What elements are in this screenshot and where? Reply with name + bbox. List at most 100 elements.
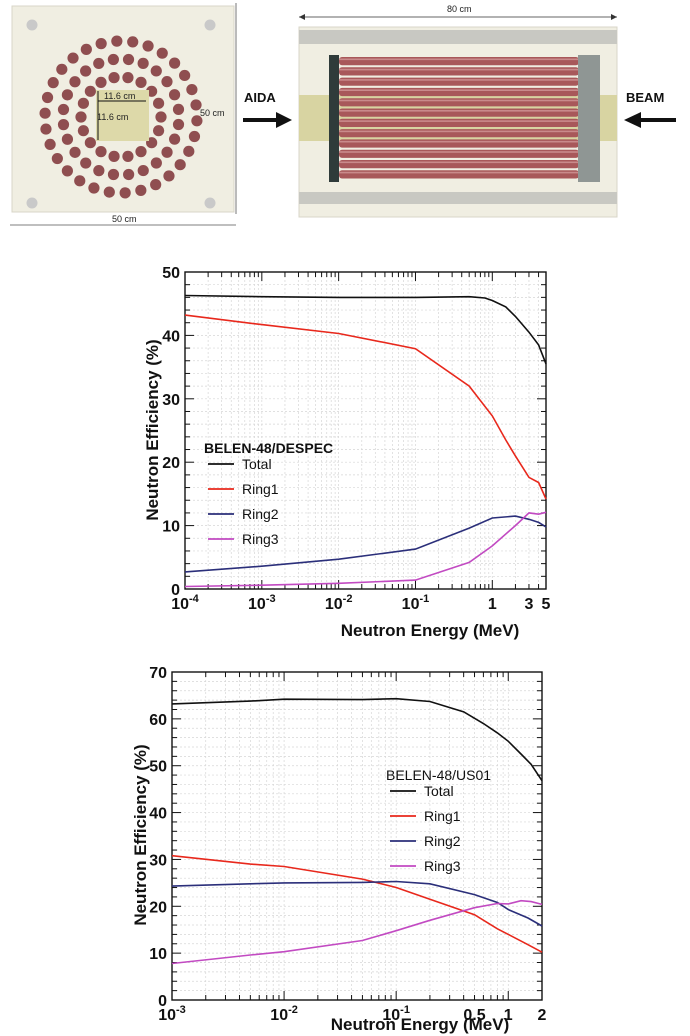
plot-area	[185, 272, 546, 589]
counter-tube	[108, 150, 120, 162]
counter-tube	[108, 72, 120, 84]
chart2-xlabel: Neutron Energy (MeV)	[331, 1015, 510, 1034]
side-tube-highlight	[339, 130, 579, 133]
counter-tube	[57, 119, 70, 131]
counter-tube	[103, 186, 115, 198]
side-tube-highlight	[339, 99, 579, 102]
counter-tube	[95, 38, 107, 50]
chart1-ylabel: Neutron Efficiency (%)	[143, 339, 162, 520]
counter-tube	[161, 76, 173, 88]
y-tick-label: 10	[162, 519, 180, 536]
y-tick-label: 10	[149, 946, 167, 963]
counter-tube	[61, 133, 74, 145]
counter-tube	[75, 111, 87, 123]
beam-arrow-group: BEAM	[624, 90, 676, 128]
corner-hole	[26, 19, 38, 31]
counter-tube	[156, 47, 168, 59]
tube-end-left	[329, 55, 339, 182]
outer-side-label: 50 cm	[200, 108, 225, 118]
chart-despec: 0 10 20 30 40 50 10-4 10-3 10-2 10-1 1 3 5 Total Ring1…	[162, 265, 550, 613]
side-tube-highlight	[339, 110, 579, 112]
counter-tube	[80, 43, 92, 55]
counter-tube	[172, 103, 185, 115]
side-tube-highlight	[339, 58, 579, 61]
side-tube-highlight	[339, 120, 579, 122]
x-tick-label: 1	[488, 596, 497, 613]
x-tick-label: 10-4	[171, 593, 199, 613]
side-tube-highlight	[339, 140, 579, 143]
counter-tube	[67, 52, 79, 64]
x-tick-label: 10-3	[158, 1004, 186, 1024]
series-line-ring1	[184, 314, 547, 500]
counter-tube	[172, 118, 185, 131]
counter-tube	[88, 182, 100, 194]
counter-tube	[150, 157, 162, 169]
counter-tube	[150, 179, 162, 191]
counter-tube	[152, 97, 165, 109]
counter-tubes	[39, 35, 203, 199]
legend-label: Ring1	[242, 481, 279, 497]
counter-tube	[123, 168, 135, 181]
counter-tube	[135, 76, 147, 88]
counter-tube	[44, 138, 56, 151]
central-cavity	[96, 90, 149, 141]
side-tubes	[339, 57, 579, 179]
counter-tube	[119, 187, 131, 199]
y-tick-label: 50	[162, 265, 180, 282]
beam-arrow-head	[624, 112, 641, 128]
length-arrow-right	[611, 14, 617, 20]
side-tube	[339, 57, 579, 66]
side-tube	[339, 87, 579, 97]
counter-tube	[127, 36, 139, 48]
chart1-xlabel: Neutron Energy (MeV)	[341, 621, 520, 640]
x-tick-label: 5	[542, 596, 551, 613]
x-tick-label: 3	[525, 596, 534, 613]
x-tick-label: 10-2	[270, 1004, 298, 1024]
rail-top	[299, 30, 617, 44]
legend-label: Ring1	[424, 808, 461, 824]
counter-tube	[186, 83, 198, 96]
beam-label: BEAM	[626, 90, 664, 105]
counter-tube	[152, 125, 165, 137]
legend-label: Ring3	[242, 531, 279, 547]
x-tick-label: 10-1	[382, 1004, 410, 1024]
counter-tube	[77, 125, 90, 137]
side-tube-highlight	[339, 151, 579, 153]
length-label: 80 cm	[447, 4, 472, 14]
chart-us01: 0 10 20 30 40 50 60 70 10-3 10-2 10-1 0.5 1 2 Total Rin…	[149, 665, 546, 1024]
counter-tube	[95, 76, 107, 88]
y-tick-label: 20	[162, 455, 180, 472]
legend-label: Ring2	[242, 506, 279, 522]
counter-tube	[69, 76, 81, 88]
counter-tube	[80, 157, 92, 169]
plot-frame	[171, 671, 543, 1001]
side-tube	[339, 108, 579, 117]
side-tube	[339, 129, 579, 138]
chart2-ylabel: Neutron Efficiency (%)	[131, 744, 150, 925]
side-tube	[339, 98, 579, 107]
counter-tube	[74, 175, 86, 187]
counter-tube	[84, 137, 96, 149]
length-arrow-left	[299, 14, 305, 20]
x-tick-label: 2	[538, 1007, 547, 1024]
counter-tube	[111, 35, 123, 47]
side-tube-highlight	[339, 68, 579, 71]
side-tube	[339, 160, 579, 169]
series-line-ring1	[171, 854, 543, 953]
counter-tube	[150, 65, 162, 77]
side-tube-highlight	[339, 79, 579, 81]
side-tube	[339, 67, 579, 76]
y-tick-label: 0	[171, 582, 180, 599]
counter-tube	[183, 145, 195, 157]
counter-tube	[169, 57, 181, 69]
plot-frame	[184, 271, 547, 590]
x-tick-label: 0.5	[463, 1007, 485, 1024]
legend-label: Ring3	[424, 858, 461, 874]
counter-tube	[56, 63, 68, 75]
detector-cross-section: 11.6 cm 11.6 cm 50 cm 50 cm	[10, 3, 237, 226]
side-tube-highlight	[339, 89, 579, 91]
counter-tube	[191, 115, 203, 127]
counter-tube	[51, 152, 63, 165]
counter-tube	[40, 123, 52, 135]
